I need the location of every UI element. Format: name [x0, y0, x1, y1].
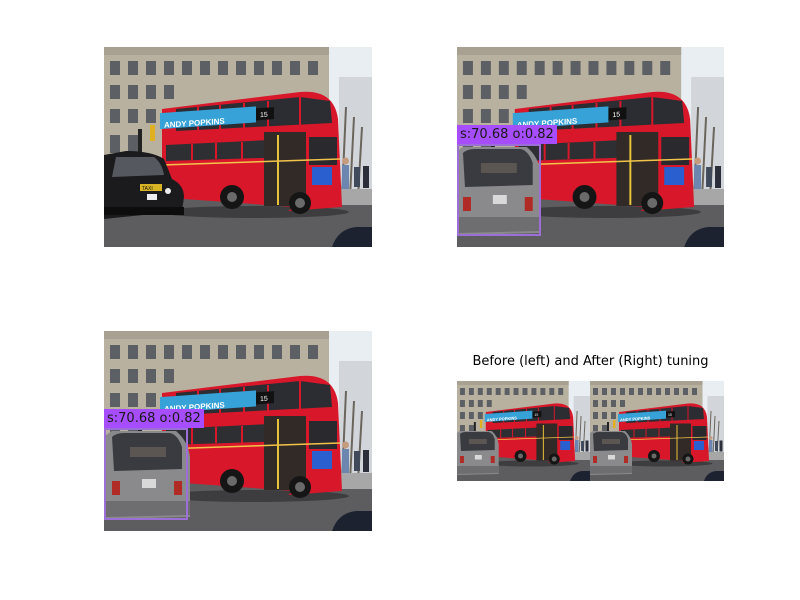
original-image-panel — [104, 47, 372, 247]
comparison-before-image — [457, 381, 590, 481]
bus-scene-thumbnail-before — [457, 381, 590, 481]
detection-panel-top-right: s:70.68 o:0.82 — [457, 47, 724, 247]
detection-bounding-box — [104, 428, 188, 520]
detection-score-label: s:70.68 o:0.82 — [457, 125, 557, 144]
detection-bounding-box — [457, 144, 541, 236]
bus-scene-thumbnail-after — [590, 381, 724, 481]
bus-scene-image — [104, 47, 372, 247]
comparison-after-image — [590, 381, 724, 481]
detection-score-label: s:70.68 o:0.82 — [104, 409, 204, 428]
comparison-subtitle: Before (left) and After (Right) tuning — [472, 354, 709, 369]
detection-panel-bottom-left: s:70.68 o:0.82 — [104, 331, 372, 531]
